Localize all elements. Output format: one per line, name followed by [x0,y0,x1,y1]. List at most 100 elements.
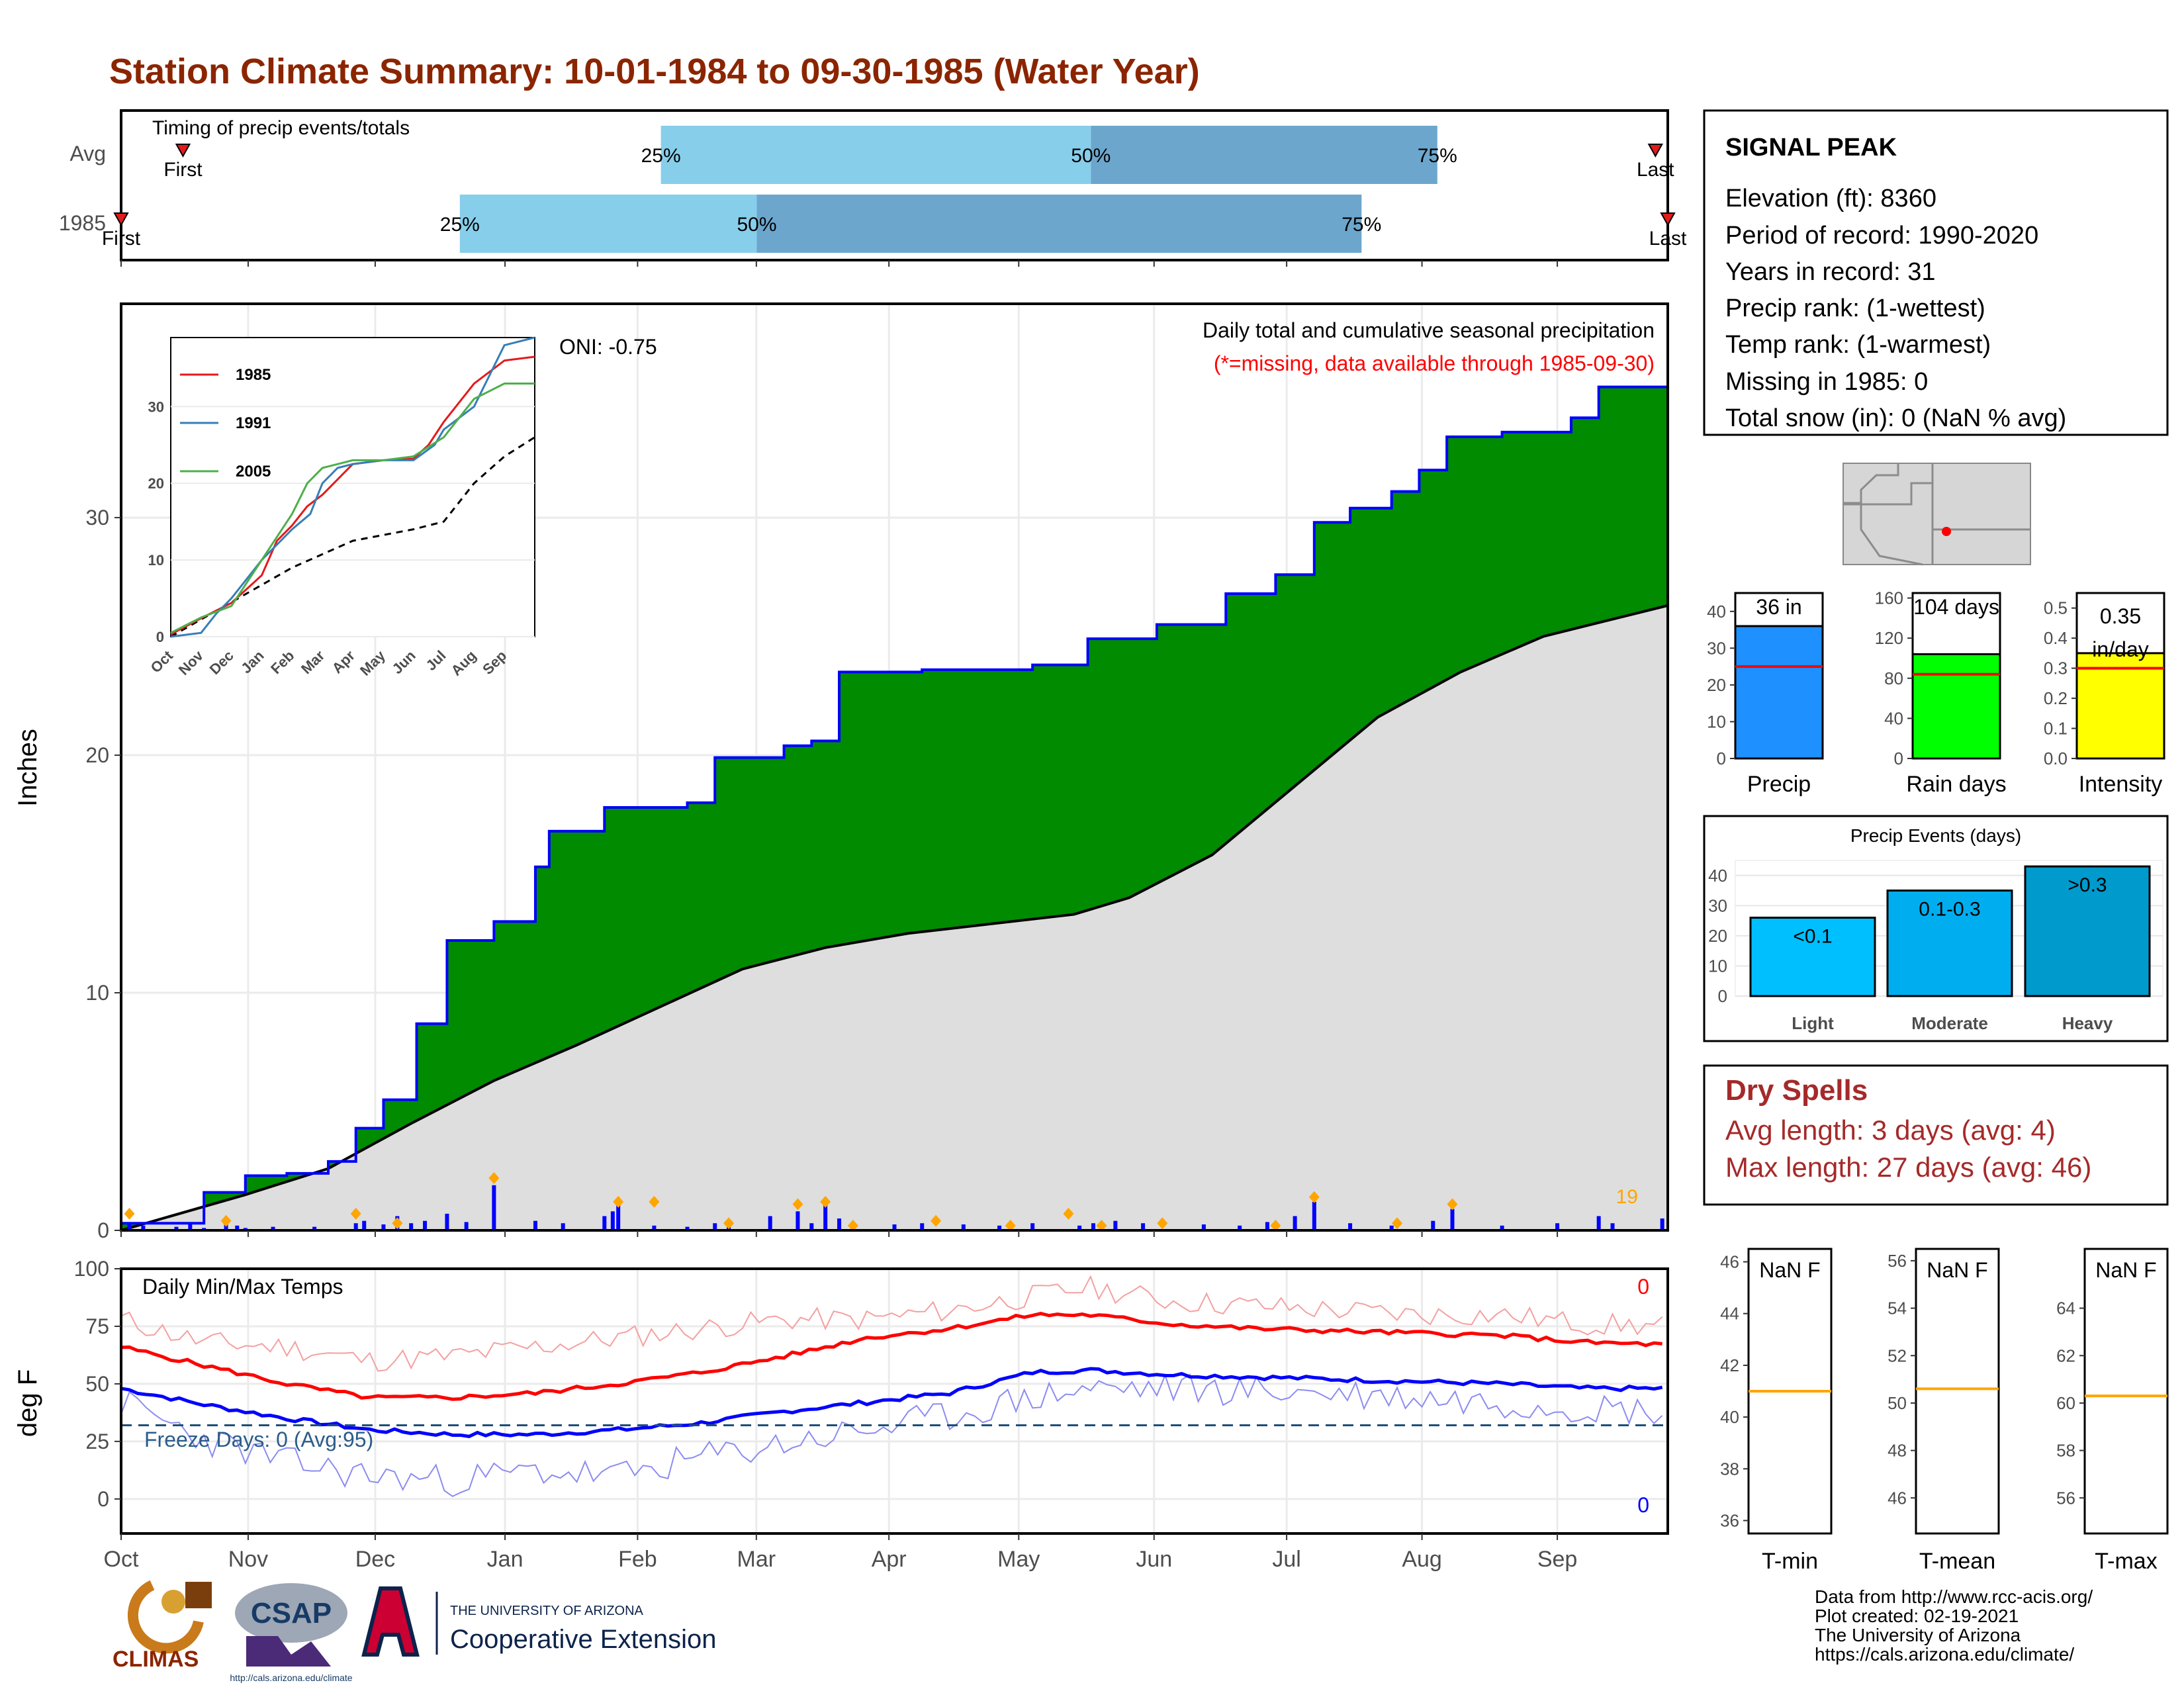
month-tick-label: Sep [1537,1547,1578,1572]
gauge-y-tick-label: 80 [1884,668,1903,688]
daily-precip-bar [616,1204,621,1230]
daily-precip-bar [1500,1225,1504,1230]
last-event-label: Last [1637,159,1674,181]
daily-precip-bar [652,1225,657,1230]
right-column: SIGNAL PEAK Elevation (ft): 8360 Period … [1703,109,2169,1665]
temp-stat-y-tick-label: 62 [2056,1346,2075,1365]
temp-y-tick-label: 0 [97,1487,109,1511]
temp-stat-name: T-mean [1919,1549,1995,1574]
daily-precip-bar [1596,1216,1601,1230]
month-tick-label: Apr [872,1547,907,1572]
events-category-label: Light [1792,1013,1834,1033]
daily-precip-bar [464,1222,469,1230]
temp-stat-value: NaN F [2095,1258,2156,1282]
average-cumulative-fill [121,605,1668,1230]
climas-block [185,1582,212,1608]
climas-swoosh [127,1580,204,1654]
month-tick-label: May [997,1547,1040,1572]
daily-precip-bar [809,1223,814,1230]
daily-precip-bar [920,1223,925,1230]
gauge-bar [1911,653,2001,760]
climas-logo: CLIMAS [113,1580,212,1672]
precip-panel: 0 10 20 30 Inches Daily total and cumulativ… [13,302,1669,1242]
heavy-event-marker [350,1207,361,1220]
credit-url: https://cals.arizona.edu/climate/ [1815,1644,2074,1665]
gauge-value-label: 0.35 [2100,604,2141,628]
temp-stat-y-tick-label: 58 [2056,1441,2075,1461]
max-count: 0 [1637,1275,1649,1299]
month-tick-label: Jul [1272,1547,1300,1572]
credit-plot-created: Plot created: 02-19-2021 [1815,1606,2019,1626]
inset-frame [170,337,535,637]
gauge-y-tick-label: 0.3 [2044,659,2068,678]
daily-precip-bar [141,1225,146,1230]
daily-precip-bar [997,1225,1002,1230]
temp-stat-y-tick-label: 60 [2056,1393,2075,1413]
gauge-charts: 0 10 20 30 40 36 in Precip 0 40 80 120 160 104 days R… [1707,588,2165,797]
daily-precip-bar [796,1211,800,1230]
gauge-y-tick-label: 30 [1707,638,1726,658]
daily-precip-bar [961,1224,966,1230]
precip-y-tick-label: 0 [97,1218,109,1242]
timing-row-avg-label: Avg [69,142,106,165]
page-title: Station Climate Summary: 10-01-1984 to 0… [109,52,1200,91]
inset-legend-label: 1991 [236,414,271,432]
gauge-y-tick-label: 20 [1707,675,1726,695]
precip-events-chart: Precip Events (days) 0 10 20 30 40 <0.1 Light 0.… [1703,815,2169,1042]
temp-y-label: deg F [13,1369,42,1437]
heavy-event-marker [820,1195,831,1208]
daily-precip-bar [174,1226,179,1230]
precip-missing-note: (*=missing, data available through 1985-… [1214,351,1655,375]
events-bar [1749,917,1876,997]
timing-quantile-label: 25% [641,145,681,167]
events-bar-label: <0.1 [1793,926,1832,948]
dry-spells-avg: Avg length: 3 days (avg: 4) [1725,1115,2056,1146]
gauge-y-tick-label: 40 [1707,602,1726,621]
events-y-tick-label: 30 [1708,895,1727,915]
daily-precip-bar [533,1220,537,1230]
timing-label: Timing of precip events/totals [152,117,410,139]
daily-precip-bar [312,1226,317,1230]
temp-stat-frame [2083,1248,2169,1535]
daily-precip-bar [1389,1225,1394,1230]
daily-precip-bar [127,1223,132,1230]
month-tick-label: Nov [228,1547,268,1572]
heavy-event-marker [1096,1219,1107,1232]
daily-precip-bar [602,1216,607,1230]
month-tick-label: Oct [104,1547,139,1572]
cumulative-1985-line [121,385,1669,1225]
temp-stat-y-tick-label: 46 [1720,1252,1739,1272]
heavy-event-marker [220,1214,232,1227]
gauge-y-tick-label: 0.1 [2044,719,2068,739]
month-tick-label: Dec [355,1547,395,1572]
climas-wordmark: CLIMAS [113,1647,199,1672]
gauge-bar [2075,652,2165,760]
daily-precip-bar [1348,1223,1353,1230]
month-tick-label: Jun [1136,1547,1172,1572]
events-y-tick-label: 10 [1708,956,1727,976]
temp-stat-y-tick-label: 50 [1888,1393,1907,1413]
daily-precip-bar [492,1185,496,1230]
temp-stat-y-tick-label: 56 [1888,1251,1907,1271]
gauge-y-tick-label: 0.2 [2044,688,2068,708]
gauge-y-tick-label: 40 [1884,708,1903,728]
above-average-fill [121,385,1668,1230]
timing-quantile-label: 50% [1071,145,1111,167]
info-period: Period of record: 1990-2020 [1725,222,2038,250]
month-axis: Oct Nov Dec Jan Feb Mar Apr May Jun Jul Aug Sep [104,1533,1578,1572]
daily-precip-bar [1201,1224,1206,1230]
daily-precip-bar [1312,1201,1316,1230]
state-locator-map [1843,463,2031,566]
timing-quantile-label: 25% [440,214,480,236]
gauge-value-label: 104 days [1913,595,1999,619]
gauge-name: Rain days [1906,772,2006,797]
climas-sun [161,1590,185,1614]
map-background [1843,463,2031,565]
temp-stat-frame [1915,1248,2000,1535]
events-bar [2024,865,2151,997]
daily-precip-bar [768,1216,772,1230]
heavy-event-marker [847,1219,858,1232]
first-event-label: First [102,228,141,250]
info-elevation: Elevation (ft): 8360 [1725,185,1936,212]
last-event-marker [1660,212,1676,227]
